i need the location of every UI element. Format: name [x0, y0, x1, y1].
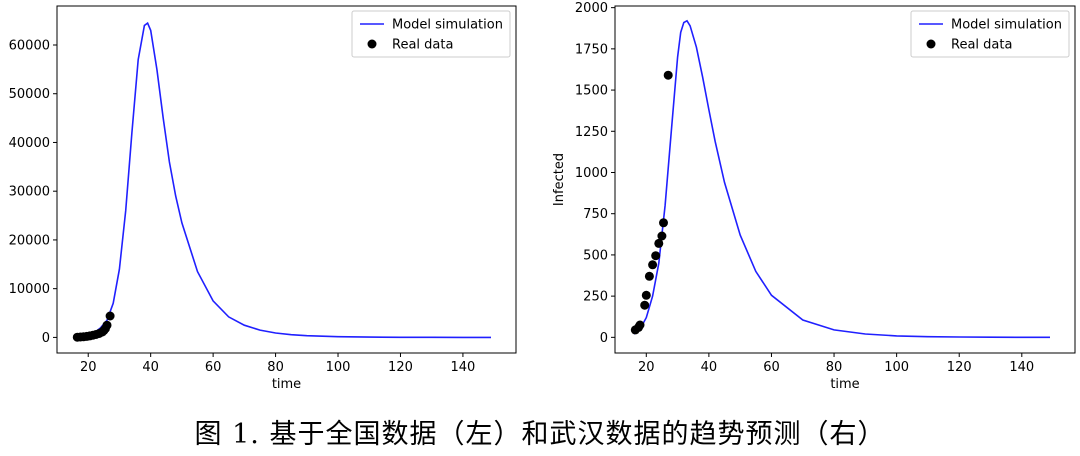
legend-real-swatch: [926, 39, 936, 49]
y-tick-label: 750: [583, 207, 608, 222]
plot-frame: [56, 5, 517, 354]
right-chart-panel: 20 40 60 80 100 120 140 0 250 500 750 1000 1250 1500 1…: [552, 1, 1076, 392]
real-data-point: [663, 70, 673, 80]
y-axis-label: Infected: [552, 153, 567, 206]
x-tick-label: 60: [205, 360, 222, 375]
real-data-point: [102, 320, 112, 330]
real-data-point: [659, 218, 668, 228]
y-tick-label: 20000: [9, 233, 50, 248]
real-data-point: [640, 300, 650, 310]
y-tick-label: 1500: [575, 84, 608, 99]
x-tick-label: 80: [826, 360, 843, 375]
y-tick-label: 1000: [575, 166, 608, 181]
real-data-point: [657, 231, 667, 241]
real-data-point: [654, 238, 664, 248]
legend-model-label: Model simulation: [392, 18, 503, 33]
y-tick-label: 30000: [9, 185, 50, 200]
real-data-point: [105, 311, 115, 321]
legend-real-swatch: [367, 39, 377, 49]
legend-model-label: Model simulation: [951, 18, 1062, 33]
x-tick-label: 120: [388, 360, 413, 375]
model-simulation-line: [75, 21, 491, 339]
y-tick-label: 2000: [575, 1, 608, 16]
y-tick-label: 1750: [575, 42, 608, 57]
y-tick-label: 500: [583, 248, 608, 263]
real-data-point: [635, 320, 645, 330]
x-tick-label: 140: [451, 360, 476, 375]
x-tick-label: 140: [1009, 360, 1034, 375]
legend-real-label: Real data: [951, 38, 1012, 53]
y-tick-label: 50000: [9, 87, 50, 102]
y-tick-label: 0: [600, 331, 608, 346]
x-tick-label: 40: [701, 360, 718, 375]
legend-box: [351, 10, 511, 58]
x-tick-label: 40: [142, 360, 159, 375]
x-tick-label: 20: [638, 360, 655, 375]
legend-real-label: Real data: [392, 38, 453, 53]
y-tick-label: 0: [42, 331, 50, 346]
x-axis-label: time: [830, 377, 859, 392]
x-tick-label: 120: [947, 360, 972, 375]
x-axis-label: time: [272, 377, 301, 392]
x-tick-label: 20: [80, 360, 97, 375]
y-tick-label: 60000: [9, 38, 50, 53]
model-simulation-line: [633, 19, 1050, 339]
left-chart-panel: 20 40 60 80 100 120 140 0 10000 20000 30000 40000 50…: [9, 5, 517, 392]
x-tick-label: 100: [884, 360, 909, 375]
x-tick-label: 60: [763, 360, 780, 375]
y-tick-label: 250: [583, 290, 608, 305]
figure-caption: 图 1. 基于全国数据（左）和武汉数据的趋势预测（右）: [194, 419, 886, 450]
real-data-point: [644, 271, 654, 281]
legend-box: [910, 10, 1070, 58]
y-tick-label: 10000: [9, 282, 50, 297]
real-data-point: [648, 260, 658, 270]
plot-frame: [614, 5, 1076, 354]
x-tick-label: 80: [267, 360, 284, 375]
x-tick-label: 100: [326, 360, 351, 375]
figure: 20 40 60 80 100 120 14001000020000300004000050…: [9, 1, 1076, 392]
real-data-point: [651, 251, 661, 261]
y-tick-label: 40000: [9, 136, 50, 151]
y-tick-label: 1250: [575, 125, 608, 140]
real-data-point: [641, 290, 651, 300]
